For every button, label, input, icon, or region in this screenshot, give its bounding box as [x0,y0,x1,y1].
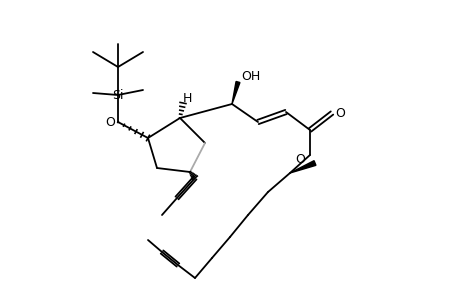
Text: H: H [182,92,191,104]
Text: Si: Si [112,88,123,101]
Polygon shape [231,82,240,104]
Polygon shape [289,161,315,173]
Text: O: O [105,116,115,128]
Text: O: O [294,152,304,166]
Text: OH: OH [241,70,260,83]
Text: O: O [334,106,344,119]
